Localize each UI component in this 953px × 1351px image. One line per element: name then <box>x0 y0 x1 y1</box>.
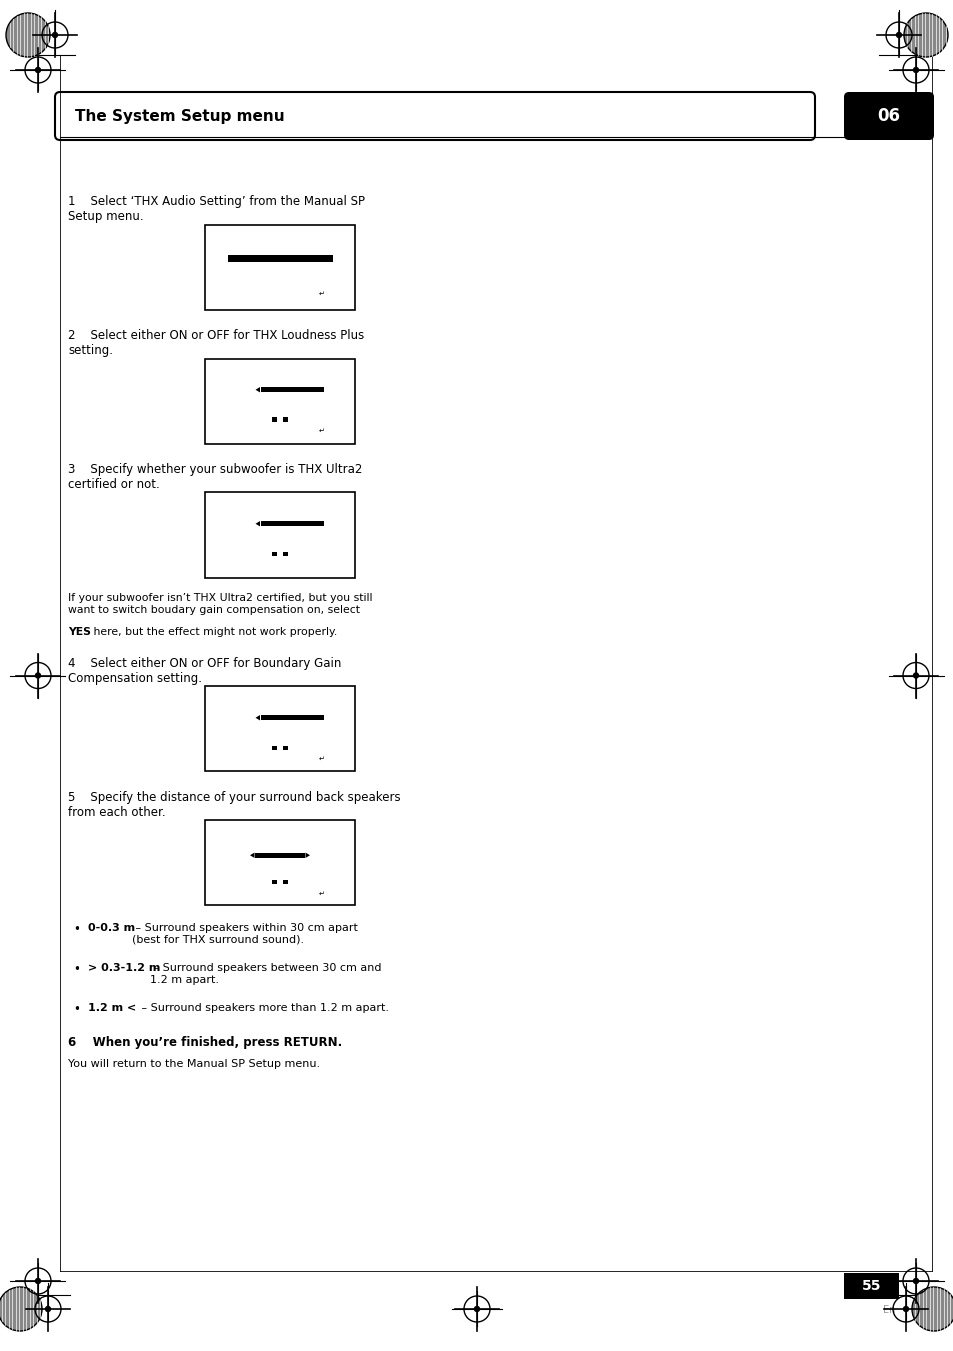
FancyBboxPatch shape <box>843 92 933 141</box>
Text: 5    Specify the distance of your surround back speakers
from each other.: 5 Specify the distance of your surround … <box>68 790 400 819</box>
Bar <box>205 820 355 905</box>
Bar <box>272 746 276 750</box>
Text: 0-0.3 m: 0-0.3 m <box>88 923 135 934</box>
Circle shape <box>913 68 918 73</box>
Text: – Surround speakers between 30 cm and
1.2 m apart.: – Surround speakers between 30 cm and 1.… <box>150 963 381 985</box>
Circle shape <box>896 32 901 38</box>
Bar <box>283 746 288 750</box>
Text: If your subwoofer isn’t THX Ultra2 certified, but you still
want to switch bouda: If your subwoofer isn’t THX Ultra2 certi… <box>68 593 372 615</box>
Circle shape <box>0 1288 42 1331</box>
Text: YES: YES <box>68 627 91 638</box>
Text: ↵: ↵ <box>318 292 325 297</box>
Bar <box>205 224 355 309</box>
Bar <box>272 880 276 884</box>
Bar <box>283 417 288 422</box>
Text: ↵: ↵ <box>318 428 325 434</box>
Bar <box>272 417 276 422</box>
Text: here, but the effect might not work properly.: here, but the effect might not work prop… <box>90 627 337 638</box>
Text: •: • <box>73 963 80 975</box>
Text: ↵: ↵ <box>318 755 325 762</box>
Bar <box>254 852 305 858</box>
Bar <box>205 686 355 771</box>
Polygon shape <box>305 852 310 858</box>
Bar <box>260 386 323 393</box>
Text: 2    Select either ON or OFF for THX Loudness Plus
setting.: 2 Select either ON or OFF for THX Loudne… <box>68 330 364 357</box>
Circle shape <box>52 32 57 38</box>
Text: 3    Specify whether your subwoofer is THX Ultra2
certified or not.: 3 Specify whether your subwoofer is THX … <box>68 463 362 490</box>
Text: 55: 55 <box>861 1279 881 1293</box>
Circle shape <box>903 14 947 57</box>
Circle shape <box>35 673 40 678</box>
Text: 06: 06 <box>877 107 900 126</box>
Text: 6    When you’re finished, press RETURN.: 6 When you’re finished, press RETURN. <box>68 1036 342 1048</box>
Circle shape <box>902 1306 907 1312</box>
Bar <box>205 493 355 577</box>
Text: The System Setup menu: The System Setup menu <box>75 108 284 123</box>
Text: 1    Select ‘THX Audio Setting’ from the Manual SP
Setup menu.: 1 Select ‘THX Audio Setting’ from the Ma… <box>68 195 365 223</box>
Text: ↵: ↵ <box>318 890 325 897</box>
Circle shape <box>35 68 40 73</box>
Bar <box>272 551 276 555</box>
Circle shape <box>913 673 918 678</box>
Text: 1.2 m <: 1.2 m < <box>88 1002 136 1013</box>
Circle shape <box>911 1288 953 1331</box>
Text: – Surround speakers more than 1.2 m apart.: – Surround speakers more than 1.2 m apar… <box>138 1002 389 1013</box>
Polygon shape <box>255 386 260 392</box>
Bar <box>843 1273 898 1300</box>
Polygon shape <box>250 852 254 858</box>
Text: > 0.3-1.2 m: > 0.3-1.2 m <box>88 963 160 973</box>
Bar <box>260 715 323 720</box>
Text: You will return to the Manual SP Setup menu.: You will return to the Manual SP Setup m… <box>68 1059 320 1069</box>
Polygon shape <box>255 715 260 720</box>
Circle shape <box>913 1278 918 1283</box>
Bar <box>260 521 323 527</box>
Text: •: • <box>73 923 80 936</box>
Text: 4    Select either ON or OFF for Boundary Gain
Compensation setting.: 4 Select either ON or OFF for Boundary G… <box>68 657 341 685</box>
Text: – Surround speakers within 30 cm apart
(best for THX surround sound).: – Surround speakers within 30 cm apart (… <box>132 923 357 944</box>
Circle shape <box>35 1278 40 1283</box>
Bar <box>283 551 288 555</box>
Bar <box>283 880 288 884</box>
FancyBboxPatch shape <box>55 92 814 141</box>
Text: En: En <box>882 1305 895 1315</box>
Bar <box>227 255 333 262</box>
Circle shape <box>6 14 50 57</box>
Circle shape <box>46 1306 51 1312</box>
Polygon shape <box>255 521 260 527</box>
Circle shape <box>474 1306 479 1312</box>
Bar <box>205 358 355 443</box>
Text: •: • <box>73 1002 80 1016</box>
